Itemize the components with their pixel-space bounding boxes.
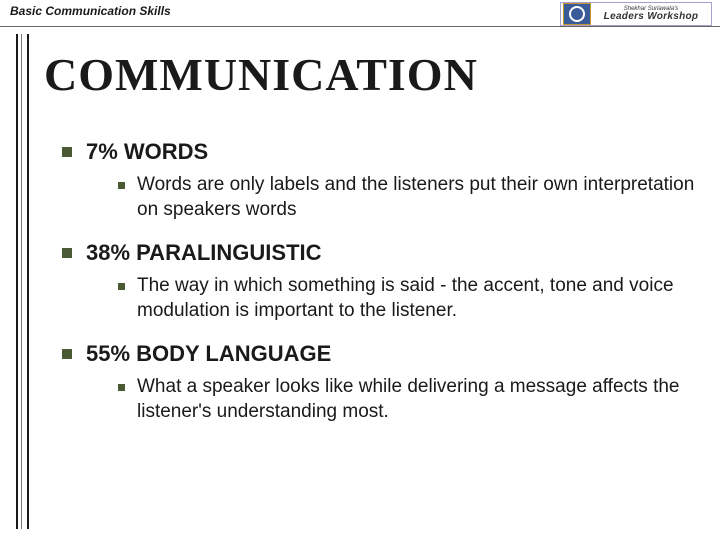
slide-header: Basic Communication Skills Shekhar Suria…: [0, 0, 720, 27]
header-subtitle: Basic Communication Skills: [10, 4, 171, 18]
vertical-rule: [16, 34, 29, 529]
slide-content: COMMUNICATION 7% WORDS Words are only la…: [44, 48, 700, 442]
square-bullet-icon: [62, 349, 72, 359]
logo-main: Leaders Workshop: [591, 12, 711, 22]
sub-item: Words are only labels and the listeners …: [118, 173, 700, 222]
item-heading: 7% WORDS: [86, 139, 208, 165]
item-detail: What a speaker looks like while deliveri…: [137, 375, 700, 424]
logo-text: Shekhar Suriawala's Leaders Workshop: [591, 6, 711, 22]
square-bullet-icon: [118, 283, 125, 290]
page-title: COMMUNICATION: [44, 48, 700, 101]
item-detail: The way in which something is said - the…: [137, 274, 700, 323]
sub-item: What a speaker looks like while deliveri…: [118, 375, 700, 424]
square-bullet-icon: [62, 248, 72, 258]
sub-item: The way in which something is said - the…: [118, 274, 700, 323]
item-heading: 38% PARALINGUISTIC: [86, 240, 322, 266]
item-detail: Words are only labels and the listeners …: [137, 173, 700, 222]
item-heading: 55% BODY LANGUAGE: [86, 341, 331, 367]
square-bullet-icon: [62, 147, 72, 157]
globe-icon: [563, 3, 591, 25]
list-item: 7% WORDS Words are only labels and the l…: [62, 139, 700, 222]
square-bullet-icon: [118, 182, 125, 189]
list-item: 38% PARALINGUISTIC The way in which some…: [62, 240, 700, 323]
list-item: 55% BODY LANGUAGE What a speaker looks l…: [62, 341, 700, 424]
square-bullet-icon: [118, 384, 125, 391]
logo-badge: Shekhar Suriawala's Leaders Workshop: [560, 2, 712, 26]
